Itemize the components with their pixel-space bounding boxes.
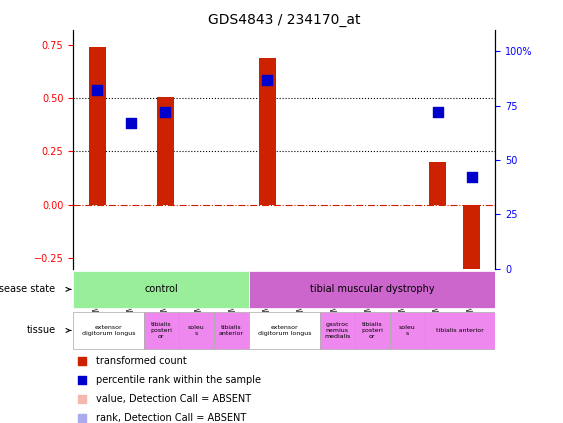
Text: soleu
s: soleu s <box>399 325 416 336</box>
Text: gastroc
nemius
medialis: gastroc nemius medialis <box>324 322 350 339</box>
Bar <box>88 47 105 205</box>
FancyBboxPatch shape <box>144 312 179 349</box>
Point <box>160 108 169 115</box>
FancyBboxPatch shape <box>320 312 355 349</box>
FancyBboxPatch shape <box>179 312 214 349</box>
Text: soleu
s: soleu s <box>188 325 205 336</box>
Title: GDS4843 / 234170_at: GDS4843 / 234170_at <box>208 13 360 27</box>
Point <box>356 408 365 415</box>
Point <box>467 173 476 180</box>
FancyBboxPatch shape <box>73 271 249 308</box>
Text: transformed count: transformed count <box>96 356 187 365</box>
Text: tibial muscular dystrophy: tibial muscular dystrophy <box>310 284 435 294</box>
FancyBboxPatch shape <box>355 312 390 349</box>
Point <box>356 62 365 69</box>
Text: extensor
digitorum longus: extensor digitorum longus <box>257 325 311 336</box>
Text: tibialis anterior: tibialis anterior <box>436 328 484 333</box>
Text: control: control <box>144 284 178 294</box>
Bar <box>157 97 173 205</box>
FancyBboxPatch shape <box>214 312 249 349</box>
Point <box>127 119 136 126</box>
Point <box>263 77 272 83</box>
Text: tibialis
anterior: tibialis anterior <box>219 325 244 336</box>
FancyBboxPatch shape <box>249 271 495 308</box>
Bar <box>463 205 480 273</box>
Text: extensor
digitorum longus: extensor digitorum longus <box>82 325 135 336</box>
Text: percentile rank within the sample: percentile rank within the sample <box>96 375 261 385</box>
Bar <box>429 162 446 205</box>
Point <box>433 108 442 115</box>
Bar <box>259 58 276 205</box>
Point <box>356 235 365 242</box>
Text: tibialis
posteri
or: tibialis posteri or <box>361 322 383 339</box>
FancyBboxPatch shape <box>73 312 144 349</box>
FancyBboxPatch shape <box>425 312 495 349</box>
FancyBboxPatch shape <box>249 312 320 349</box>
Point <box>92 87 101 94</box>
Text: tissue: tissue <box>26 325 56 335</box>
Text: value, Detection Call = ABSENT: value, Detection Call = ABSENT <box>96 394 252 404</box>
FancyBboxPatch shape <box>390 312 425 349</box>
Text: rank, Detection Call = ABSENT: rank, Detection Call = ABSENT <box>96 413 247 423</box>
Text: disease state: disease state <box>0 284 56 294</box>
Text: tibialis
posteri
or: tibialis posteri or <box>150 322 172 339</box>
